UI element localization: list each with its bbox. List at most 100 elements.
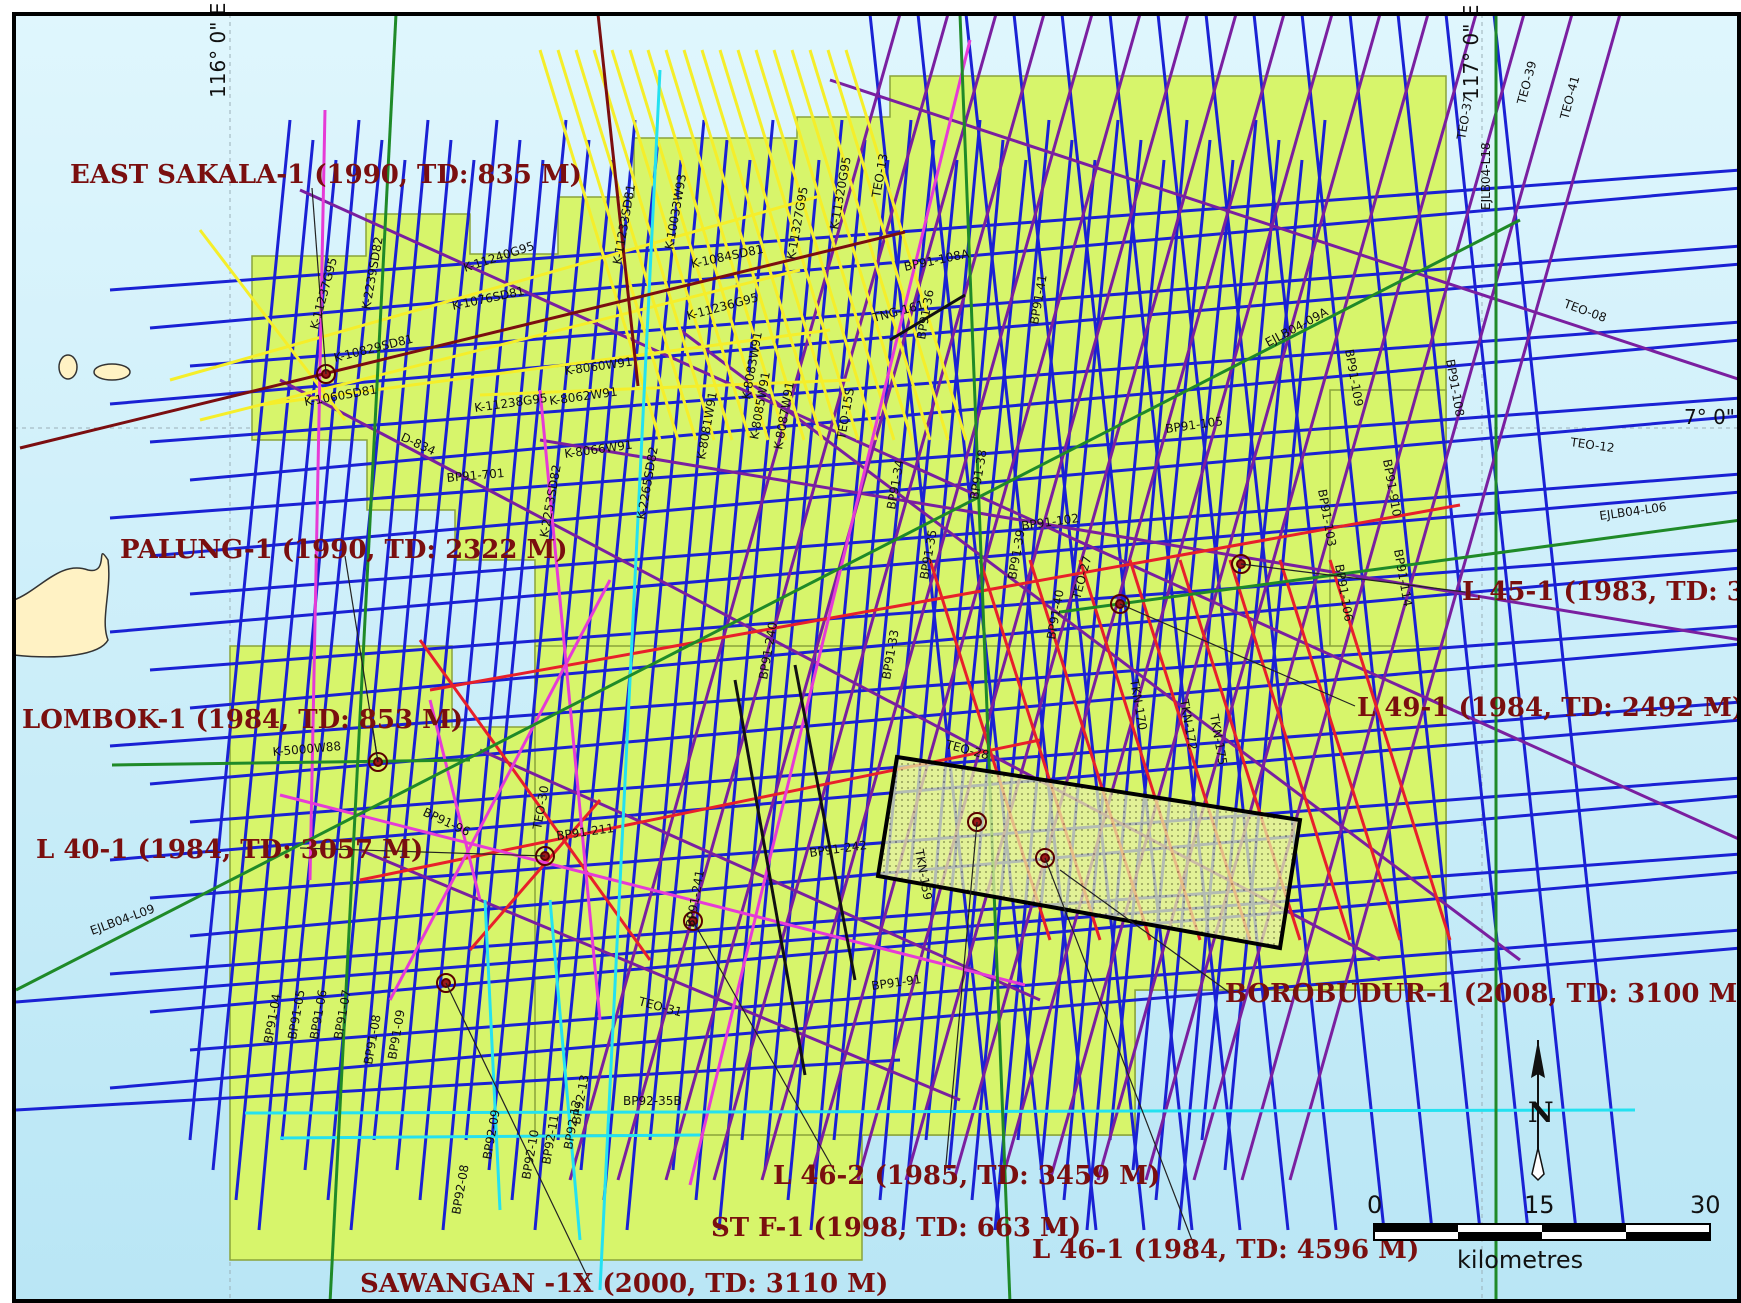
seismic-line-yellow xyxy=(199,268,801,422)
seismic-line-blue-h xyxy=(149,414,1741,558)
seismic-line-purple xyxy=(1240,13,1574,1181)
well-label-l46-1: L 46-1 (1984, TD: 4596 M) xyxy=(1032,1235,1419,1265)
seismic-line-purple xyxy=(829,78,1741,382)
well-label-palung: PALUNG-1 (1990, TD: 2322 M) xyxy=(120,535,568,565)
seismic-line-blue-h xyxy=(109,946,1741,1090)
well-label-l46-2: L 46-2 (1985, TD: 3459 M) xyxy=(773,1161,1160,1191)
seismic-line-yellow xyxy=(826,49,950,441)
seismic-line-red xyxy=(1328,559,1452,941)
seismic-line-blue-v xyxy=(717,159,821,1231)
seismic-line-blue-h xyxy=(109,490,1741,634)
well-label-sawangan: SAWANGAN -1X (2000, TD: 3110 M) xyxy=(360,1269,888,1299)
seismic-line-purple xyxy=(568,13,902,1181)
seismic-line-red xyxy=(1278,559,1402,941)
scale-tick-15: 15 xyxy=(1524,1191,1555,1219)
seismic-line-blue-v xyxy=(303,159,407,1171)
well-label-east-sakala: EAST SAKALA-1 (1990, TD: 835 M) xyxy=(70,160,582,190)
seismic-line-magenta xyxy=(308,109,327,881)
seismic-line-blue-h xyxy=(149,320,1741,444)
seismic-line-blue-v xyxy=(211,139,315,1171)
seismic-line-blue-h xyxy=(109,624,1741,748)
seismic-line-magenta xyxy=(388,579,612,1001)
seismic-line-purple xyxy=(904,13,1238,1181)
well-label-lombok: LOMBOK-1 (1984, TD: 853 M) xyxy=(22,705,463,735)
seismic-line-purple xyxy=(712,13,1046,1181)
seismic-line-blue-h xyxy=(15,1058,901,1112)
seismic-line-label: BP91-701 xyxy=(446,466,505,485)
seismic-line-label: BP91-91 xyxy=(870,972,922,993)
longitude-label-116: 116° 0" E xyxy=(206,3,230,98)
seismic-lines-black xyxy=(733,293,966,1076)
seismic-line-blue-v xyxy=(188,119,292,1141)
seismic-line-blue-v xyxy=(395,119,499,1171)
well-marker-palung xyxy=(368,752,388,772)
seismic-line-purple xyxy=(539,438,1741,642)
seismic-line-label: K-5000W88 xyxy=(272,739,342,759)
seismic-line-yellow xyxy=(169,194,821,382)
seismic-line-purple xyxy=(1096,13,1430,1181)
seismic-line-blue-h xyxy=(15,898,1301,1004)
seismic-line-cyan xyxy=(598,69,662,1291)
seismic-line-yellow xyxy=(718,49,842,441)
seismic-line-blue-v xyxy=(625,139,729,1231)
seismic-line-blue-v xyxy=(464,119,568,1141)
north-arrow-label: N xyxy=(1528,1096,1554,1129)
seismic-line-purple xyxy=(856,13,1190,1181)
seismic-line-yellow xyxy=(610,49,734,441)
seismic-line-yellow xyxy=(574,49,698,441)
seismic-line-blue-h xyxy=(189,472,1741,596)
seismic-lines-green xyxy=(15,13,1741,1303)
well-label-stf: ST F-1 (1998, TD: 663 M) xyxy=(711,1213,1081,1243)
seismic-line-blue-v xyxy=(1154,119,1258,1201)
seismic-line-blue-v xyxy=(1039,139,1143,1171)
seismic-line-purple xyxy=(1144,13,1478,1181)
land-islands xyxy=(13,354,131,658)
seismic-line-yellow xyxy=(259,328,831,407)
seismic-line-magenta xyxy=(279,793,1026,987)
seismic-line-blue-v xyxy=(924,159,1028,1141)
seismic-line-label: EJLB04-L18 xyxy=(1479,142,1493,210)
seismic-line-blue-v xyxy=(602,119,706,1201)
seismic-line-blue-v xyxy=(1108,139,1212,1141)
scale-tick-30: 30 xyxy=(1690,1191,1721,1219)
seismic-line-blue-h xyxy=(189,244,1741,368)
seismic-lines-purple xyxy=(279,13,1741,1181)
seismic-lines-blue-ew xyxy=(15,168,1741,1112)
seismic-line-blue-v xyxy=(832,139,936,1141)
scale-tick-0: 0 xyxy=(1367,1191,1382,1219)
well-label-l40: L 40-1 (1984, TD: 3057 M) xyxy=(36,835,423,865)
seismic-line-yellow xyxy=(682,49,806,441)
seismic-line-purple xyxy=(479,748,1041,1002)
seismic-line-blue-v xyxy=(1062,159,1166,1201)
map-frame xyxy=(12,12,1741,1303)
seismic-line-cyan xyxy=(244,1108,1636,1115)
scale-unit: kilometres xyxy=(1457,1246,1583,1274)
seismic-line-blue-v xyxy=(1085,119,1189,1231)
seismic-line-purple xyxy=(359,848,961,1102)
seismic-line-yellow xyxy=(736,49,860,441)
seismic-line-blue-v xyxy=(280,139,384,1141)
seismic-line-blue-h xyxy=(109,396,1741,520)
seismic-line-blue-v xyxy=(1223,119,1327,1171)
north-arrow: N xyxy=(1528,1040,1554,1182)
seismic-line-blue-v xyxy=(1200,159,1304,1141)
latitude-label-7s: 7° 0" S xyxy=(1684,405,1741,429)
seismic-line-blue-h xyxy=(189,928,1741,1052)
seismic-line-purple xyxy=(664,13,998,1181)
seismic-line-red xyxy=(429,503,1461,692)
seismic-line-label: TEO-12 xyxy=(1569,435,1616,455)
scale-bar: 0 15 30 kilometres xyxy=(1367,1191,1721,1274)
seismic-line-magenta xyxy=(428,699,482,901)
seismic-line-red xyxy=(468,799,602,951)
seismic-line-yellow xyxy=(844,49,968,441)
seismic-line-blue-v xyxy=(671,119,775,1171)
seismic-line-blue-v xyxy=(349,139,453,1231)
seismic-line-cyan xyxy=(279,1133,701,1140)
seismic-line-yellow xyxy=(808,49,932,441)
well-label-l45: L 45-1 (1983, TD: 3048 xyxy=(1462,577,1741,607)
seismic-line-yellow xyxy=(754,49,878,441)
seismic-line-cyan xyxy=(548,899,582,1241)
well-label-borobudur: BOROBUDUR-1 (2008, TD: 3100 M) xyxy=(1225,979,1741,1009)
